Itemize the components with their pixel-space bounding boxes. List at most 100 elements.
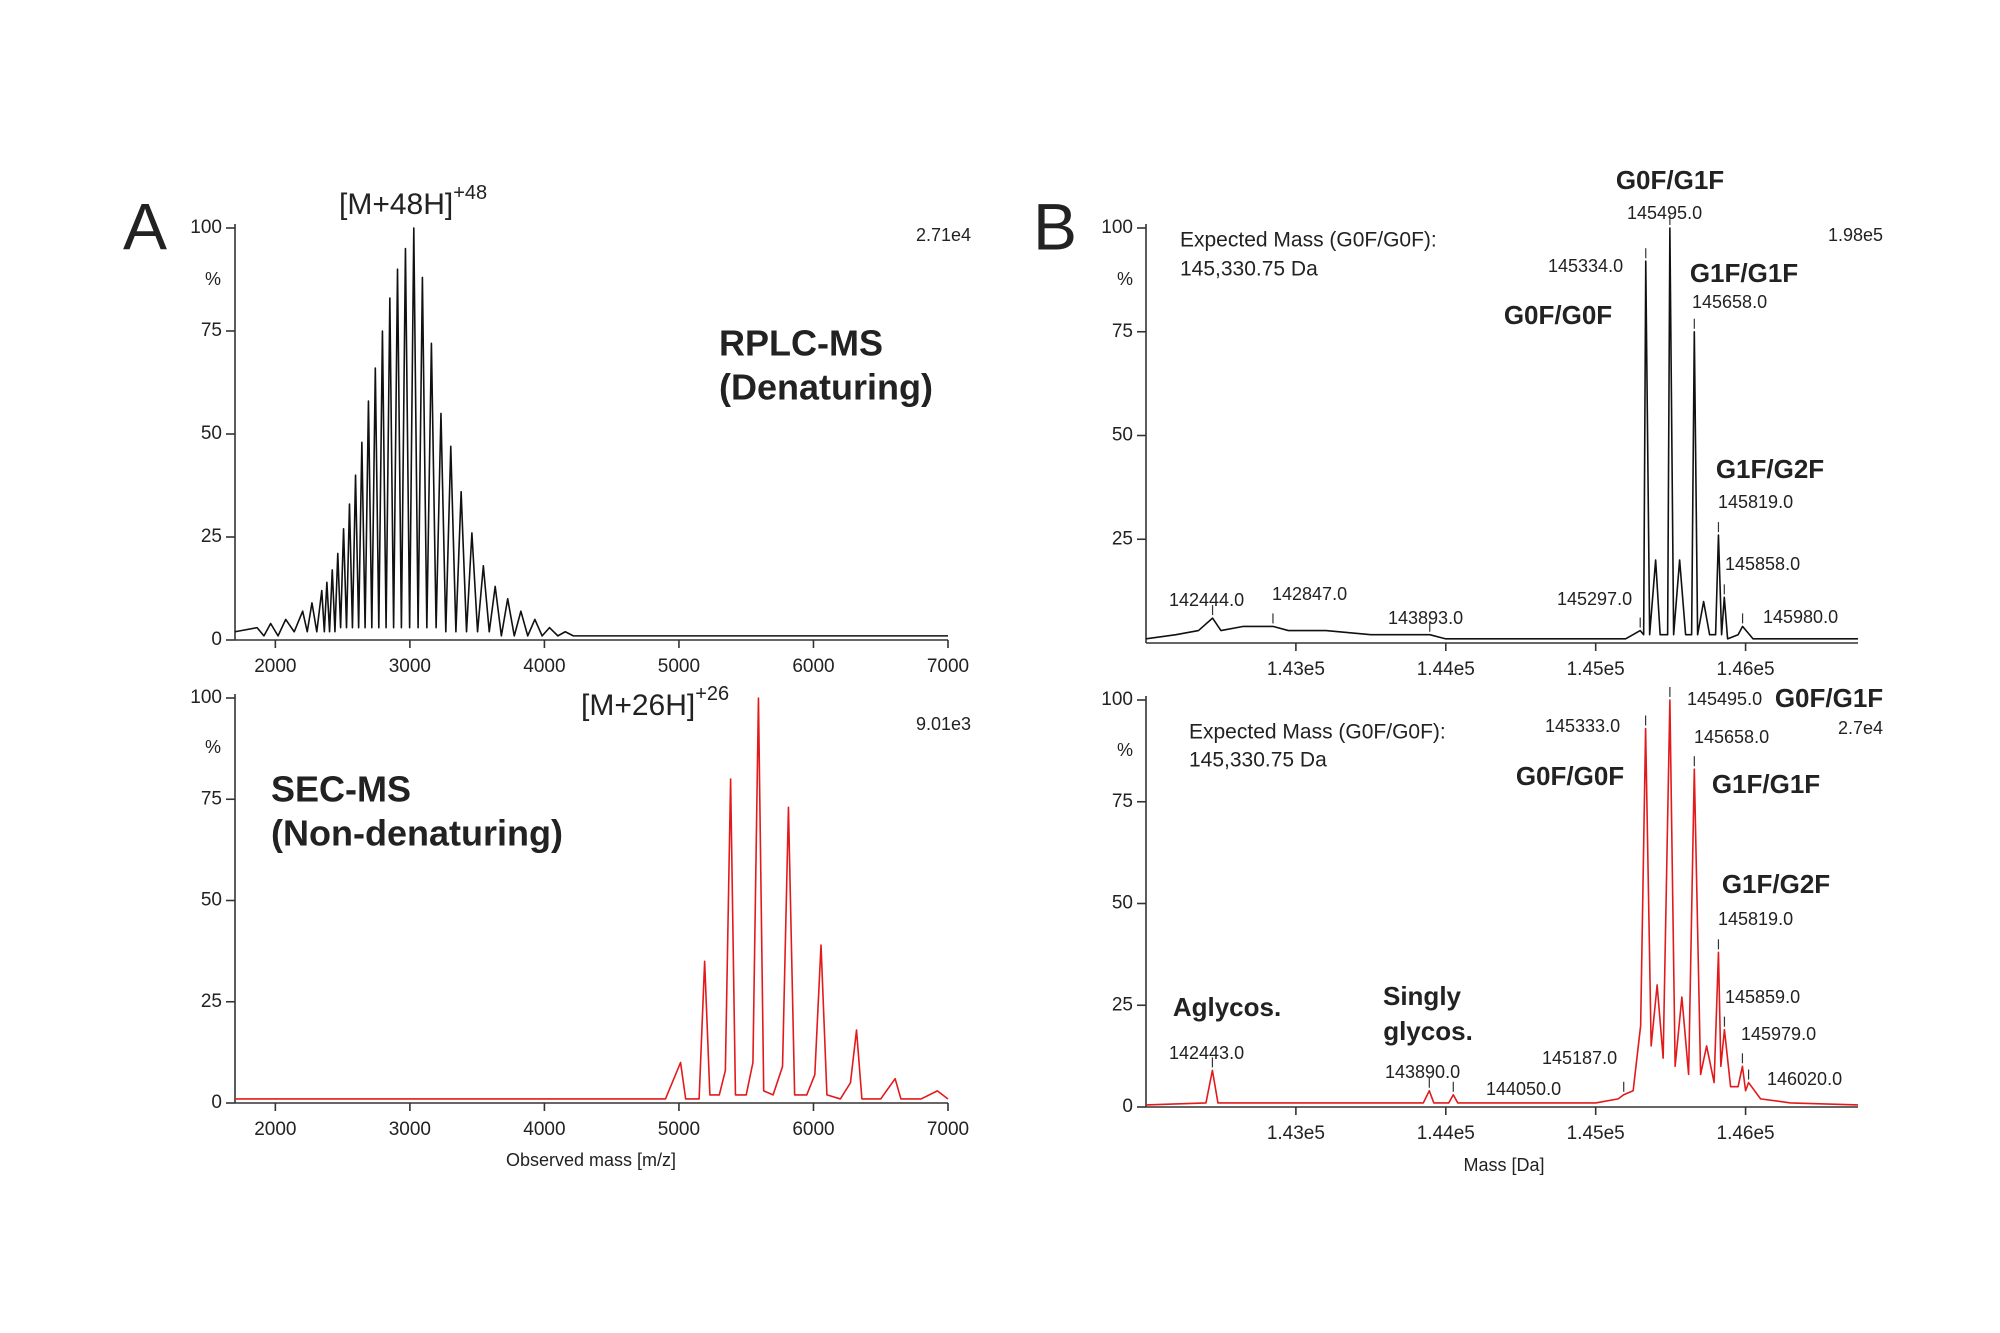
y-unit: % (1117, 740, 1133, 760)
x-tick-label: 7000 (927, 1119, 969, 1140)
x-tick-label: 1.44e5 (1417, 1123, 1475, 1144)
y-tick-label: 50 (201, 423, 222, 444)
y-tick-label: 0 (211, 629, 222, 650)
annotation: SEC-MS (271, 769, 411, 810)
x-tick-label: 1.45e5 (1567, 1123, 1625, 1144)
ion-charge: +48 (453, 182, 487, 204)
y-tick-label: 25 (201, 526, 222, 547)
peak-label: 142444.0 (1169, 590, 1244, 610)
panel-label: A (123, 189, 167, 263)
annotation: G0F/G0F (1516, 761, 1624, 791)
y-tick-label: 75 (1112, 321, 1133, 342)
annotation: G0F/G1F (1775, 683, 1883, 713)
annotation: G0F/G1F (1616, 165, 1724, 195)
ion-mass: [M+48H] (339, 188, 453, 221)
peak-label: 142443.0 (1169, 1043, 1244, 1063)
annotation: glycos. (1383, 1016, 1473, 1046)
x-tick-label: 4000 (523, 1119, 565, 1140)
x-tick-label: 1.43e5 (1267, 1123, 1325, 1144)
peak-label: 145297.0 (1557, 589, 1632, 609)
x-tick-label: 1.44e5 (1417, 659, 1475, 680)
x-tick-label: 6000 (792, 1119, 834, 1140)
y-tick-label: 100 (1101, 217, 1133, 238)
x-tick-label: 6000 (792, 656, 834, 677)
y-tick-label: 100 (190, 687, 222, 708)
y-unit: % (205, 269, 221, 289)
ion-label: [M+48H]+48 (339, 182, 487, 221)
x-tick-label: 2000 (254, 1119, 296, 1140)
y-tick-label: 100 (190, 217, 222, 238)
peak-label: 145858.0 (1725, 554, 1800, 574)
peak-label: 145187.0 (1542, 1048, 1617, 1068)
annotation: (Non-denaturing) (271, 813, 563, 854)
peak-label: 145979.0 (1741, 1024, 1816, 1044)
y-tick-label: 50 (201, 890, 222, 911)
y-tick-label: 25 (1112, 528, 1133, 549)
expected-mass-note: Expected Mass (G0F/G0F): (1189, 721, 1446, 744)
peak-label: 145658.0 (1692, 292, 1767, 312)
x-tick-label: 7000 (927, 656, 969, 677)
intensity-label: 2.7e4 (1838, 718, 1883, 738)
x-axis-title: Mass [Da] (1463, 1155, 1544, 1175)
peak-label: 145980.0 (1763, 607, 1838, 627)
annotation: Aglycos. (1173, 992, 1281, 1022)
x-tick-label: 1.45e5 (1567, 659, 1625, 680)
peak-label: 144050.0 (1486, 1079, 1561, 1099)
peak-label: 142847.0 (1272, 584, 1347, 604)
annotation: (Denaturing) (719, 367, 933, 408)
peak-label: 145495.0 (1627, 203, 1702, 223)
expected-mass-note: 145,330.75 Da (1180, 258, 1318, 281)
annotation: G1F/G2F (1722, 869, 1830, 899)
peak-label: 145334.0 (1548, 256, 1623, 276)
ion-label: [M+26H]+26 (581, 683, 729, 722)
peak-label: 143893.0 (1388, 608, 1463, 628)
peak-label: 143890.0 (1385, 1062, 1460, 1082)
y-tick-label: 0 (1122, 1096, 1133, 1117)
y-tick-label: 75 (1112, 791, 1133, 812)
annotation: G1F/G1F (1690, 258, 1798, 288)
y-tick-label: 75 (201, 788, 222, 809)
peak-label: 145333.0 (1545, 716, 1620, 736)
annotation: G1F/G2F (1716, 454, 1824, 484)
y-tick-label: 25 (201, 991, 222, 1012)
peak-label: 145859.0 (1725, 987, 1800, 1007)
x-tick-label: 2000 (254, 656, 296, 677)
x-tick-label: 4000 (523, 656, 565, 677)
x-tick-label: 1.46e5 (1717, 1123, 1775, 1144)
y-tick-label: 25 (1112, 994, 1133, 1015)
annotation: G0F/G0F (1504, 300, 1612, 330)
peak-label: 145819.0 (1718, 492, 1793, 512)
x-tick-label: 1.43e5 (1267, 659, 1325, 680)
peak-label: 146020.0 (1767, 1069, 1842, 1089)
spectrum-line (1145, 227, 1858, 640)
y-unit: % (1117, 269, 1133, 289)
x-tick-label: 3000 (389, 1119, 431, 1140)
spectrum-line (1145, 699, 1859, 1106)
x-tick-label: 3000 (389, 656, 431, 677)
peak-label: 145819.0 (1718, 909, 1793, 929)
ion-mass: [M+26H] (581, 689, 695, 722)
x-tick-label: 5000 (658, 1119, 700, 1140)
x-tick-label: 1.46e5 (1717, 659, 1775, 680)
y-unit: % (205, 737, 221, 757)
panel-label: B (1033, 189, 1077, 263)
x-axis-title: Observed mass [m/z] (506, 1150, 676, 1170)
x-tick-label: 5000 (658, 656, 700, 677)
intensity-label: 2.71e4 (916, 225, 971, 245)
y-tick-label: 50 (1112, 425, 1133, 446)
y-tick-label: 75 (201, 320, 222, 341)
ion-charge: +26 (695, 683, 729, 705)
peak-label: 145658.0 (1694, 727, 1769, 747)
intensity-label: 9.01e3 (916, 714, 971, 734)
expected-mass-note: Expected Mass (G0F/G0F): (1180, 229, 1437, 252)
annotation: Singly (1383, 981, 1462, 1011)
intensity-label: 1.98e5 (1828, 225, 1883, 245)
spectrum-line (235, 697, 949, 1100)
y-tick-label: 0 (211, 1092, 222, 1113)
annotation: RPLC-MS (719, 323, 883, 364)
spectrum-line (234, 227, 948, 637)
expected-mass-note: 145,330.75 Da (1189, 749, 1327, 772)
annotation: G1F/G1F (1712, 769, 1820, 799)
